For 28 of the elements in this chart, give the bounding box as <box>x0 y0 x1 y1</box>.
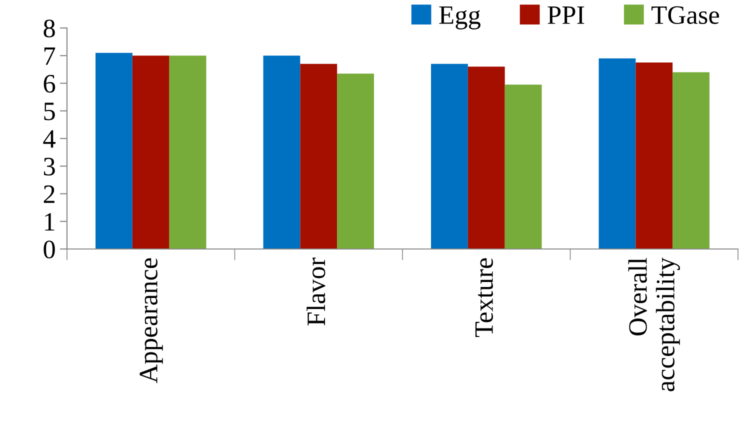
bar <box>431 64 468 249</box>
y-tick-label: 6 <box>44 74 56 93</box>
bar <box>96 52 132 249</box>
x-tick-label: Appearance <box>140 258 163 384</box>
y-tick-label: 8 <box>44 20 55 38</box>
bar <box>169 56 206 249</box>
bar <box>263 56 300 249</box>
y-tick-label: 2 <box>44 185 54 203</box>
legend-label: PPI <box>548 6 584 24</box>
y-tick-label: 0 <box>44 240 55 258</box>
bar <box>672 72 710 249</box>
y-tick-label: 5 <box>44 102 55 120</box>
bar <box>300 64 338 249</box>
bar <box>504 84 542 249</box>
bar <box>468 66 505 249</box>
bar <box>132 56 170 249</box>
x-tick-label: Flavor <box>306 258 326 326</box>
y-tick-label: 3 <box>44 158 55 176</box>
y-tick-label: 7 <box>44 48 56 65</box>
y-tick-label: 4 <box>43 130 56 148</box>
x-tick-label: Overall acceptability <box>628 257 680 392</box>
bar <box>598 58 636 249</box>
y-tick-label: 1 <box>45 213 54 231</box>
legend-label: TGase <box>652 6 720 24</box>
x-tick-label: Texture <box>475 258 493 338</box>
legend-label: Egg <box>439 6 480 30</box>
bar <box>636 62 673 249</box>
bar <box>337 74 374 249</box>
